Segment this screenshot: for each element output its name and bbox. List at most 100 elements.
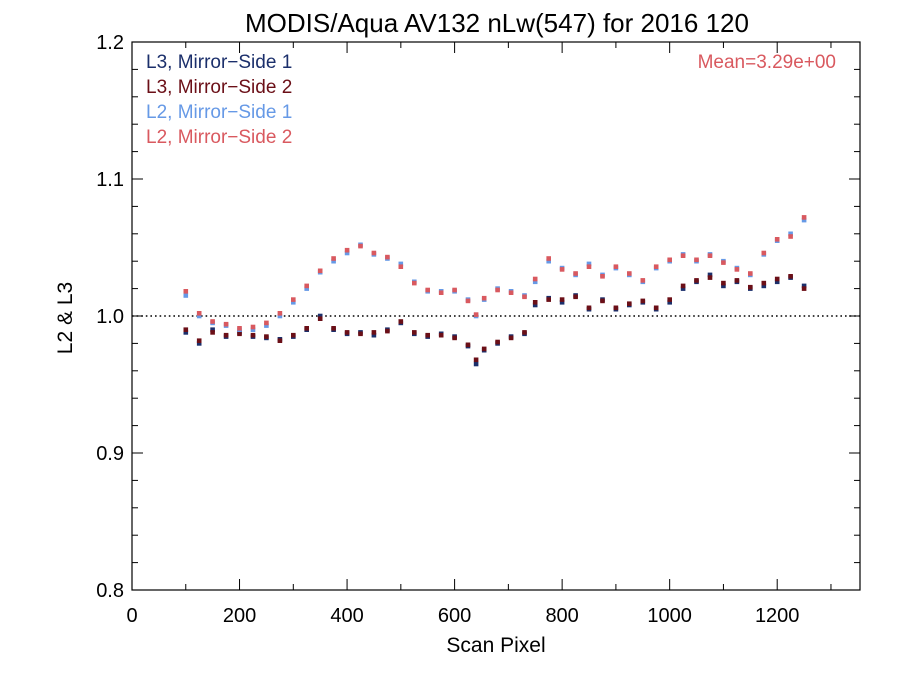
data-point [508, 290, 514, 295]
data-point [331, 256, 336, 261]
axes: 0 200 400 600 800 1000 1200 0.8 0.9 1.0 1.1 1.2 [96, 32, 861, 627]
data-point [237, 331, 242, 337]
data-point [465, 298, 471, 304]
data-point [481, 295, 487, 301]
data-point [412, 280, 417, 286]
series-2 [183, 274, 807, 363]
data-point [196, 341, 202, 346]
data-point [667, 297, 672, 302]
legend-entry: L2, Mirror−Side 2 [146, 127, 292, 148]
data-point [546, 256, 551, 261]
data-point [734, 278, 740, 283]
data-point [425, 287, 430, 293]
data-point [680, 286, 686, 291]
data-point [291, 300, 296, 305]
data-point [473, 361, 479, 367]
data-point [277, 313, 283, 319]
data-point [331, 258, 336, 264]
data-point [358, 331, 363, 337]
data-point [748, 284, 753, 290]
data-point [223, 321, 229, 327]
data-point [304, 326, 309, 331]
data-point [707, 272, 713, 278]
data-point [613, 264, 619, 269]
data-point [210, 319, 215, 324]
data-point [640, 278, 646, 283]
data-point [465, 342, 471, 348]
legend-entry: L2, Mirror−Side 1 [146, 102, 292, 123]
data-point [304, 283, 309, 289]
data-point [425, 332, 430, 338]
data-point [586, 264, 592, 269]
data-point [653, 264, 659, 269]
data-point [748, 271, 753, 276]
data-point [667, 300, 672, 305]
data-point [801, 215, 807, 220]
data-point [183, 327, 189, 332]
data-point [473, 312, 479, 317]
data-point [586, 305, 592, 311]
data-point [250, 327, 256, 332]
data-point [801, 217, 807, 223]
data-point [613, 305, 619, 311]
data-point [412, 330, 417, 335]
data-point [438, 332, 444, 338]
data-point [317, 313, 323, 319]
data-point [627, 301, 632, 306]
data-point [508, 335, 514, 341]
data-point [317, 268, 323, 274]
data-point [183, 293, 189, 298]
legend-entry: L3, Mirror−Side 2 [146, 77, 292, 98]
data-point [481, 346, 487, 352]
data-point [452, 335, 457, 341]
data-point [721, 260, 726, 265]
data-point [627, 271, 632, 276]
data-point [210, 327, 215, 332]
y-tick-label: 1.2 [96, 32, 124, 54]
data-point [264, 334, 269, 339]
x-tick-label: 0 [126, 605, 137, 627]
data-point [640, 298, 646, 304]
data-point [317, 316, 323, 321]
data-point [196, 313, 202, 319]
data-point [532, 279, 538, 285]
data-point [707, 275, 713, 280]
data-point [586, 261, 592, 267]
data-point [774, 279, 780, 285]
data-point [559, 267, 565, 272]
legend-entry: L3, Mirror−Side 1 [146, 52, 292, 73]
data-point [223, 332, 229, 338]
data-point [358, 243, 363, 249]
data-point [385, 254, 390, 260]
x-tick-label: 400 [330, 605, 363, 627]
data-point [495, 287, 500, 293]
data-point [600, 298, 605, 304]
data-point [264, 320, 269, 326]
data-point [452, 287, 457, 293]
data-point [546, 258, 551, 264]
data-point [774, 276, 780, 282]
data-point [371, 250, 377, 256]
data-point [473, 357, 479, 363]
data-point [196, 311, 202, 316]
data-point [522, 294, 527, 300]
data-point [532, 276, 538, 282]
data-point [438, 290, 444, 295]
data-point [371, 332, 377, 338]
data-point [559, 300, 565, 305]
data-point [788, 234, 793, 239]
data-point [304, 286, 309, 291]
data-point [694, 278, 699, 283]
data-point [264, 323, 269, 328]
data-point [788, 231, 793, 237]
data-point [237, 326, 242, 331]
data-point [385, 328, 390, 334]
data-point [680, 253, 686, 258]
data-point [398, 319, 404, 324]
data-point [250, 332, 256, 338]
legend: L3, Mirror−Side 1 L3, Mirror−Side 2 L2, Mi… [146, 52, 292, 148]
x-axis-title: Scan Pixel [446, 634, 545, 657]
data-point [196, 338, 202, 343]
data-point [573, 271, 578, 276]
